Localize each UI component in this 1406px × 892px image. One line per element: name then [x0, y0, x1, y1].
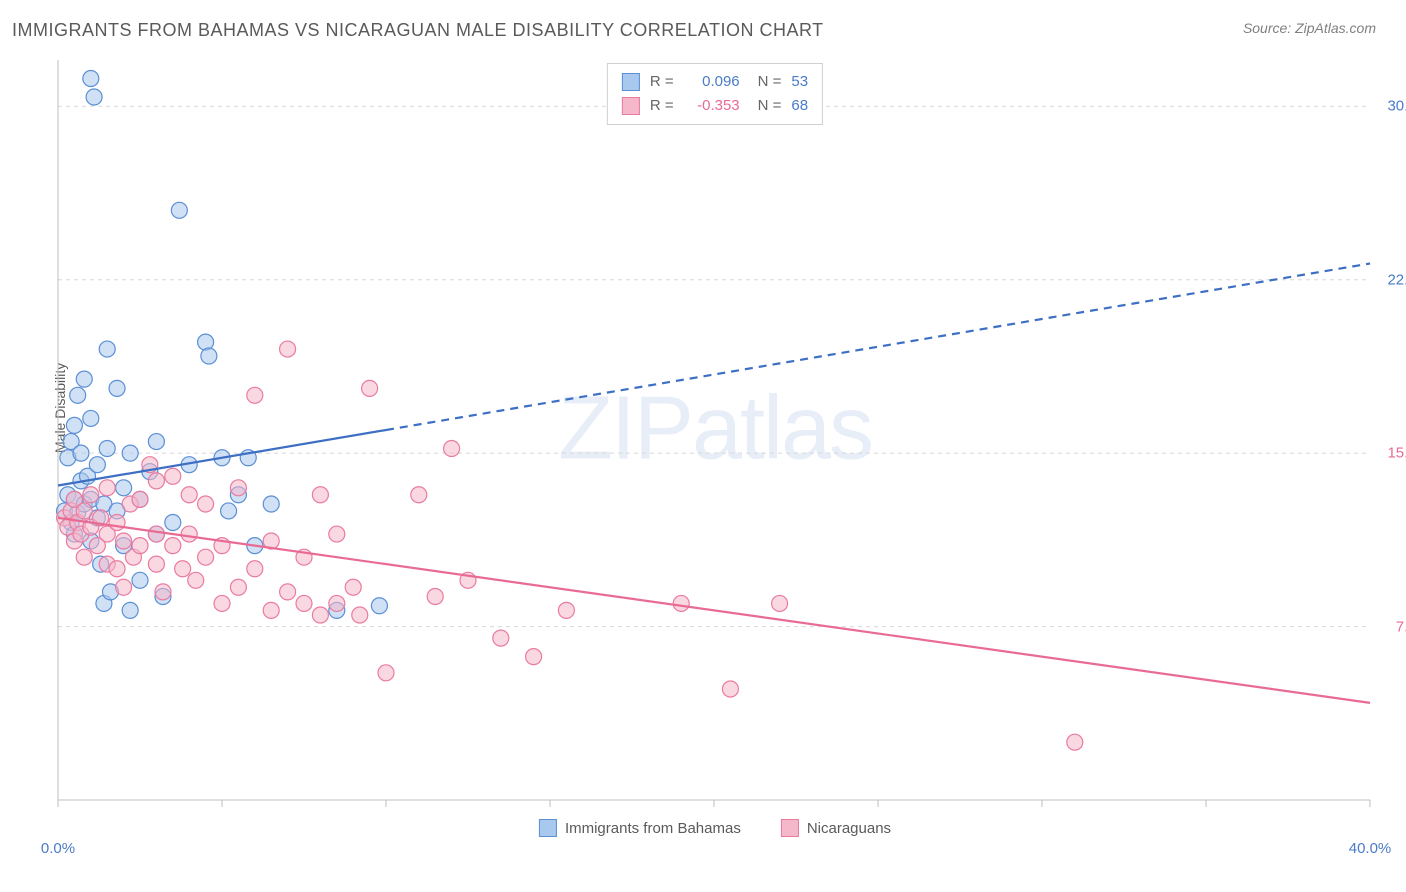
r-label: R = — [650, 94, 674, 118]
r-value: 0.096 — [684, 70, 740, 94]
legend-swatch — [781, 819, 799, 837]
legend-swatch — [622, 97, 640, 115]
y-tick-label: 30.0% — [1387, 98, 1406, 115]
y-tick-label: 7.5% — [1396, 618, 1406, 635]
x-tick-label: 40.0% — [1349, 840, 1392, 857]
legend-swatch — [622, 73, 640, 91]
n-value: 53 — [791, 70, 808, 94]
x-tick-label: 0.0% — [41, 840, 75, 857]
r-value: -0.353 — [684, 94, 740, 118]
legend-label: Nicaraguans — [807, 820, 891, 837]
y-tick-label: 22.5% — [1387, 271, 1406, 288]
n-label: N = — [758, 70, 782, 94]
legend-row: R = -0.353 N = 68 — [622, 94, 808, 118]
y-tick-label: 15.0% — [1387, 445, 1406, 462]
correlation-legend: R = 0.096 N = 53 R = -0.353 N = 68 — [607, 63, 823, 125]
legend-label: Immigrants from Bahamas — [565, 820, 741, 837]
r-label: R = — [650, 70, 674, 94]
chart-title: IMMIGRANTS FROM BAHAMAS VS NICARAGUAN MA… — [12, 20, 824, 41]
chart-container: Male Disability ZIPatlas R =0.096N =53R … — [50, 55, 1380, 835]
legend-row: R = 0.096 N = 53 — [622, 70, 808, 94]
source-attribution: Source: ZipAtlas.com — [1243, 20, 1376, 36]
scatter-plot — [50, 55, 1380, 835]
legend-swatch — [539, 819, 557, 837]
n-label: N = — [758, 94, 782, 118]
legend-item: Nicaraguans — [781, 819, 891, 837]
legend-item: Immigrants from Bahamas — [539, 819, 741, 837]
n-value: 68 — [791, 94, 808, 118]
series-legend: Immigrants from Bahamas Nicaraguans — [539, 819, 891, 837]
